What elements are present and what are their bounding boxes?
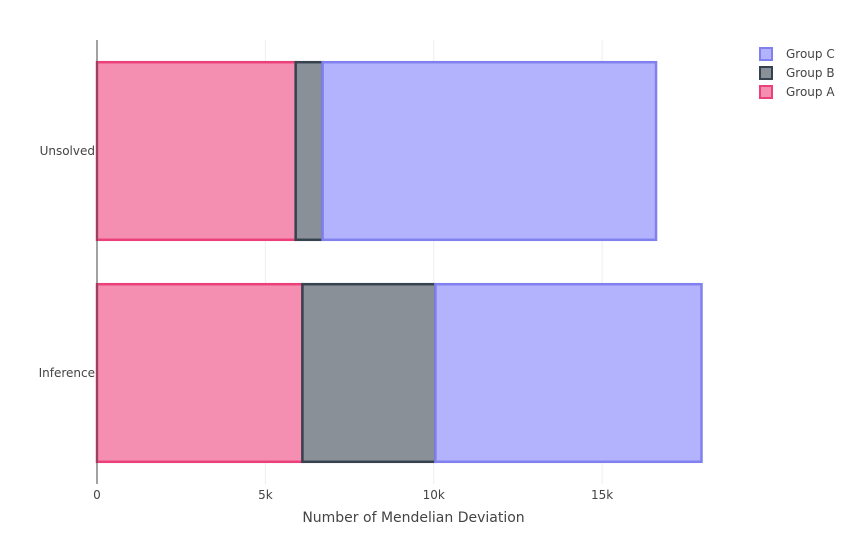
bar-group-a-inference <box>95 282 304 464</box>
bar-group-c-inference <box>434 282 703 464</box>
legend-swatch <box>759 85 773 99</box>
y-tick-label: Unsolved <box>40 144 95 158</box>
legend-item-group-a[interactable]: Group A <box>759 85 835 99</box>
y-tick-label: Inference <box>39 366 95 380</box>
bar-group-a-unsolved <box>95 60 297 242</box>
x-tick-label: 15k <box>591 488 613 502</box>
legend[interactable]: Group C Group B Group A <box>759 47 835 99</box>
bar-group-c-unsolved <box>321 60 658 242</box>
bar-group-b-unsolved <box>294 60 324 242</box>
x-axis-ticks: 0 5k 10k 15k <box>93 488 613 502</box>
x-tick-label: 5k <box>258 488 273 502</box>
x-tick-label: 0 <box>93 488 101 502</box>
legend-label: Group B <box>786 66 835 80</box>
legend-label: Group C <box>786 47 835 61</box>
bars <box>95 60 703 464</box>
y-axis-ticks: Unsolved Inference <box>39 144 95 380</box>
legend-item-group-c[interactable]: Group C <box>759 47 835 61</box>
legend-label: Group A <box>786 85 835 99</box>
legend-swatch <box>759 66 773 80</box>
x-axis-title: Number of Mendelian Deviation <box>302 510 524 526</box>
legend-item-group-b[interactable]: Group B <box>759 66 835 80</box>
bar-group-b-inference <box>301 282 437 464</box>
legend-swatch <box>759 47 773 61</box>
x-tick-label: 10k <box>423 488 445 502</box>
